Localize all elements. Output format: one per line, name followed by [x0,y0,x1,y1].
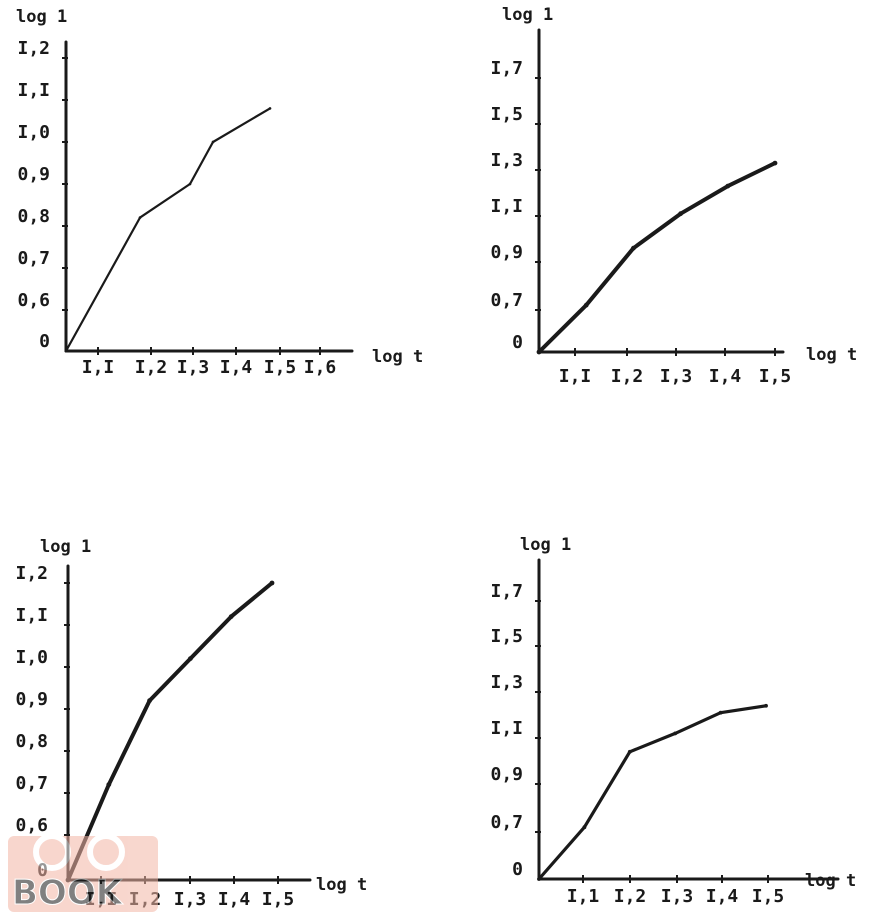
x-tick-label: I,4 [706,886,739,907]
series-line [64,107,272,353]
y-tick-label: 0 [512,332,523,353]
x-tick-label: I,4 [709,366,742,387]
data-point [147,698,153,703]
y-tick-label: 0 [512,859,523,880]
x-tick-label: I,3 [177,357,210,378]
watermark: BOOK [8,833,158,914]
series-line [537,704,768,881]
y-tick-label: 0,8 [15,731,48,752]
x-tick-label: I,I [82,357,115,378]
watermark-ring-icon [33,833,71,871]
series-line [537,161,777,354]
y-tick-label: 0,7 [490,812,523,833]
y-tick-label: I,0 [15,647,48,668]
data-point [582,825,587,830]
x-tick-label: I,5 [759,366,792,387]
data-point [138,216,142,219]
y-tick-label: 0,9 [17,164,50,185]
data-point [106,782,112,787]
x-tick-label: I,3 [174,889,207,910]
y-tick-label: I,5 [490,104,523,125]
x-tick-label: I,3 [661,886,694,907]
y-tick-label: I,7 [490,581,523,602]
data-point [772,160,778,166]
chart-panel-1: log t log 1 I,I I,2 I,3 I,4 I,5 I,6 0 0,6 0,7 0,8 0,… [16,7,423,378]
y-tick-label: I,I [490,196,523,217]
x-axis-label: log t [372,347,423,367]
x-tick-label: I,6 [304,357,337,378]
x-axis-label: log t [316,875,367,895]
y-tick-label: 0,8 [17,206,50,227]
y-tick-label: I,3 [490,672,523,693]
x-tick-label: I,4 [218,889,251,910]
x-tick-label: I,2 [611,366,644,387]
y-tick-label: 0,6 [15,815,48,836]
y-tick-label: I,0 [17,122,50,143]
y-tick-label: 0 [39,331,50,352]
chart-panel-4: log t log 1 I,1 I,2 I,3 I,4 I,5 0 0,7 0,9 I,I I,3 I,… [490,535,856,907]
data-point [627,749,632,754]
y-tick-label: 0,7 [15,773,48,794]
y-tick-label: 0,9 [490,764,523,785]
x-tick-label: I,2 [135,357,168,378]
y-tick-label: I,7 [490,58,523,79]
data-point [678,211,683,217]
data-point [764,703,768,708]
watermark-ring-icon [87,833,125,871]
data-point [268,107,272,110]
x-axis-label: log t [806,345,857,365]
y-tick-label: 0,9 [490,242,523,263]
chart-panel-2: log t log 1 I,I I,2 I,3 I,4 I,5 0 0,7 0,9 I,I I,3 I,… [490,5,857,387]
data-point [673,731,678,736]
y-axis-label: log 1 [40,537,91,557]
data-point [725,183,731,189]
y-tick-label: 0,7 [17,248,50,269]
y-tick-label: I,I [17,80,50,101]
x-tick-label: I,4 [220,357,253,378]
x-tick-label: I,I [559,366,592,387]
y-axis-label: log 1 [520,535,571,555]
series-line [66,581,274,882]
y-tick-label: I,3 [490,150,523,171]
x-tick-label: I,1 [567,886,600,907]
data-point [188,656,193,661]
x-tick-label: I,5 [264,357,297,378]
y-tick-label: I,2 [15,563,48,584]
data-point [64,349,68,353]
y-tick-label: 0,7 [490,290,523,311]
y-tick-label: I,I [15,605,48,626]
x-tick-label: I,5 [262,889,295,910]
data-point [228,614,234,619]
data-point [269,580,275,586]
data-point [718,710,723,715]
data-point [188,182,192,186]
y-axis-label: log 1 [502,5,553,25]
x-tick-label: I,3 [660,366,693,387]
watermark-text: BOOK [12,873,124,913]
data-point [583,302,589,308]
y-tick-label: 0,9 [15,689,48,710]
data-point [536,349,542,355]
x-tick-label: I,2 [614,886,647,907]
x-axis-label: log t [805,871,856,891]
x-tick-label: I,5 [752,886,785,907]
y-tick-label: I,2 [17,38,50,59]
data-point [631,245,636,251]
data-point [211,140,215,144]
y-axis-label: log 1 [16,7,67,27]
y-tick-label: I,5 [490,626,523,647]
data-point [537,877,541,881]
y-tick-label: I,I [490,718,523,739]
y-tick-label: 0,6 [17,290,50,311]
